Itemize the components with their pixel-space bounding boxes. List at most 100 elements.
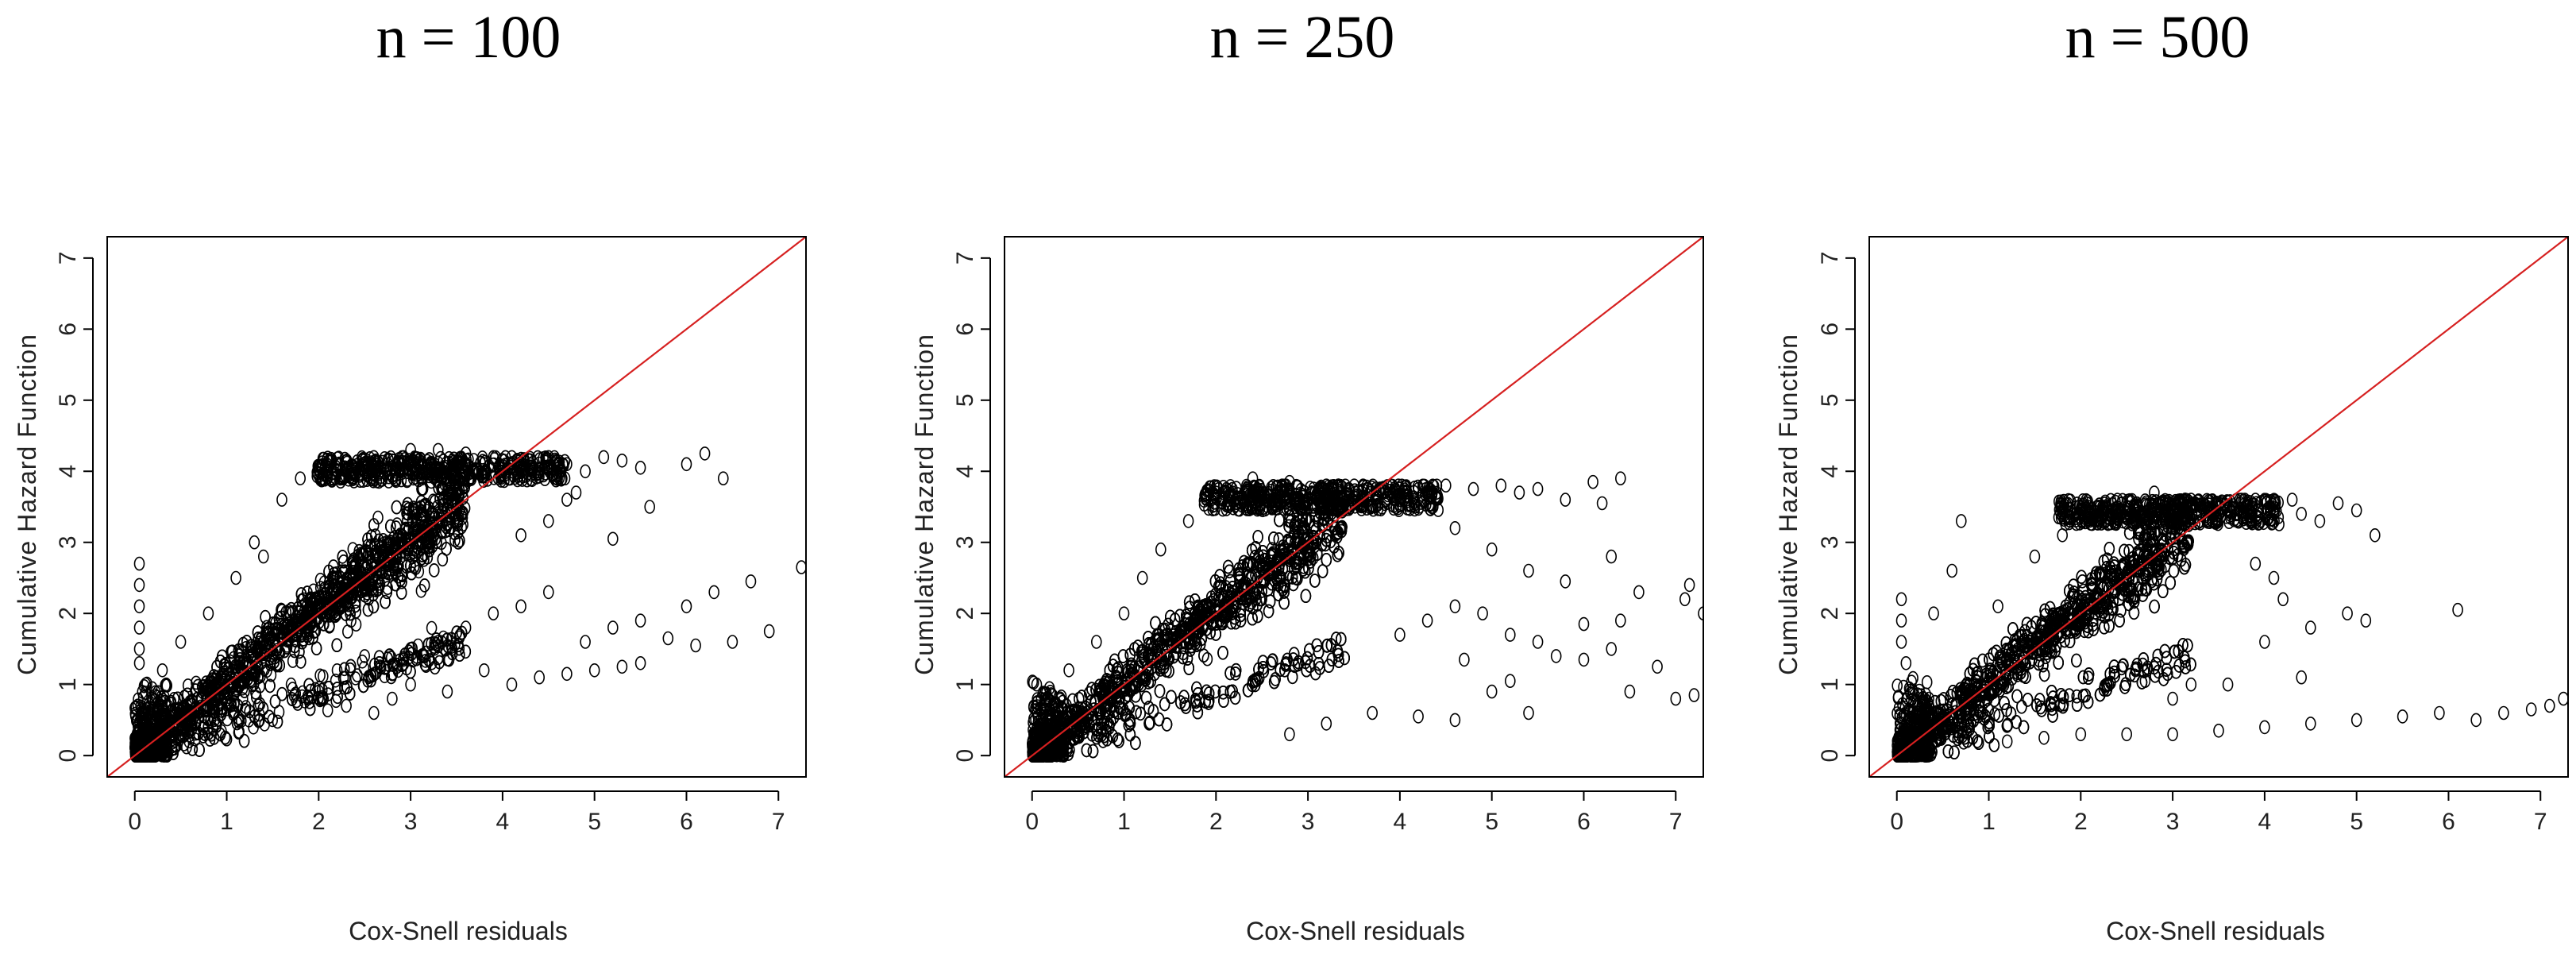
scatter-point [515, 527, 526, 543]
scatter-point-plateau [381, 462, 393, 477]
scatter-point [488, 606, 499, 621]
scatter-point-core [232, 698, 244, 713]
scatter-point-core [295, 628, 307, 643]
scatter-point-core [391, 560, 403, 574]
scatter-point-plateau [515, 464, 526, 478]
scatter-point-core [453, 511, 465, 526]
scatter-point [405, 442, 416, 458]
scatter-point-plateau [322, 450, 334, 466]
scatter-point-core [349, 558, 361, 573]
scatter-point [133, 620, 145, 635]
scatter-point-origin [138, 713, 149, 727]
scatter-point-plateau [341, 461, 353, 476]
y-tick-label: 3 [55, 535, 81, 549]
scatter-point-origin [131, 747, 143, 761]
scatter-point-core [276, 686, 288, 701]
scatter-point-plateau [341, 453, 353, 468]
scatter-point [257, 549, 269, 564]
scatter-point-core [287, 654, 299, 668]
scatter-point-core [323, 680, 334, 695]
scatter-point-core [233, 643, 245, 658]
scatter-point-core [394, 533, 406, 548]
scatter-point-core [286, 692, 298, 706]
scatter-point-core [362, 559, 373, 574]
scatter-point [341, 698, 352, 713]
scatter-point-origin [144, 700, 156, 715]
scatter-point-core [452, 517, 464, 532]
scatter-point [488, 450, 499, 465]
scatter-point-core [432, 639, 444, 654]
scatter-point-plateau [532, 450, 543, 465]
scatter-point-core [345, 662, 356, 677]
scatter-point-core [453, 647, 465, 663]
panel-title: n = 100 [376, 4, 561, 71]
scatter-point-core [196, 679, 208, 694]
scatter-point-core [187, 742, 199, 756]
scatter-point-core [254, 697, 266, 712]
scatter-point-core [226, 644, 237, 659]
scatter-point [699, 446, 711, 461]
scatter-point-core [368, 587, 379, 602]
scatter-point-plateau [407, 471, 419, 486]
y-tick-label: 0 [55, 749, 81, 763]
scatter-point-plateau [526, 473, 538, 488]
scatter-point-core [294, 644, 305, 659]
scatter-point-core [253, 698, 264, 713]
scatter-point [156, 663, 168, 678]
scatter-point-origin [158, 737, 169, 751]
scatter-point-plateau [335, 469, 346, 485]
panel-n250: n = 250 Cox-Snell residuals Cumulative H… [910, 4, 1704, 945]
scatter-point [542, 450, 554, 465]
scatter-point [796, 560, 806, 574]
scatter-point [276, 493, 287, 507]
scatter-point-plateau [546, 458, 557, 473]
scatter-point-core [357, 678, 369, 693]
scatter-point-core [457, 506, 469, 521]
scatter-point-plateau [496, 473, 507, 488]
scatter-point-core [206, 727, 217, 742]
scatter-point-origin [140, 686, 152, 700]
scatter-point-core [329, 570, 340, 585]
x-tick-label: 6 [680, 809, 693, 835]
scatter-point-plateau [387, 460, 399, 474]
scatter-point-core [264, 678, 276, 693]
scatter-point [542, 514, 554, 528]
scatter-point [313, 684, 325, 699]
scatter-point-origin [131, 726, 143, 741]
scatter-point-plateau [494, 458, 506, 473]
scatter-point-core [408, 545, 419, 559]
scatter-point [607, 531, 619, 547]
scatter-point-core [338, 662, 350, 677]
scatter-point [359, 649, 371, 663]
scatter-point [230, 570, 241, 585]
scatter-point-core [362, 602, 374, 617]
scatter-point-plateau [368, 473, 380, 489]
scatter-point-core [194, 743, 205, 757]
scatter-point-core [295, 655, 307, 669]
scatter-point-origin [148, 718, 160, 733]
scatter-points [129, 442, 806, 763]
scatter-point [534, 670, 546, 685]
scatter-point-core [295, 587, 307, 601]
scatter-point-core [341, 680, 353, 694]
scatter-point-core [245, 641, 256, 656]
x-tick-label: 7 [772, 809, 785, 835]
scatter-point-core [391, 657, 403, 672]
scatter-point-plateau [389, 473, 401, 487]
scatter-point-core [428, 563, 440, 578]
scatter-point-plateau [322, 469, 334, 485]
scatter-point [616, 659, 628, 674]
scatter-point [331, 457, 343, 472]
scatter-point-core [384, 553, 395, 568]
scatter-point-core [436, 505, 448, 520]
scatter-point-origin [146, 681, 158, 696]
scatter-point [690, 638, 701, 653]
scatter-point [460, 620, 472, 635]
y-axis-label: Cumulative Hazard Function [910, 334, 939, 675]
x-axis-label: Cox-Snell residuals [1246, 917, 1465, 945]
scatter-point-core [443, 652, 455, 667]
scatter-point-core [392, 569, 404, 584]
scatter-point-core [253, 713, 264, 728]
scatter-point [524, 457, 536, 472]
